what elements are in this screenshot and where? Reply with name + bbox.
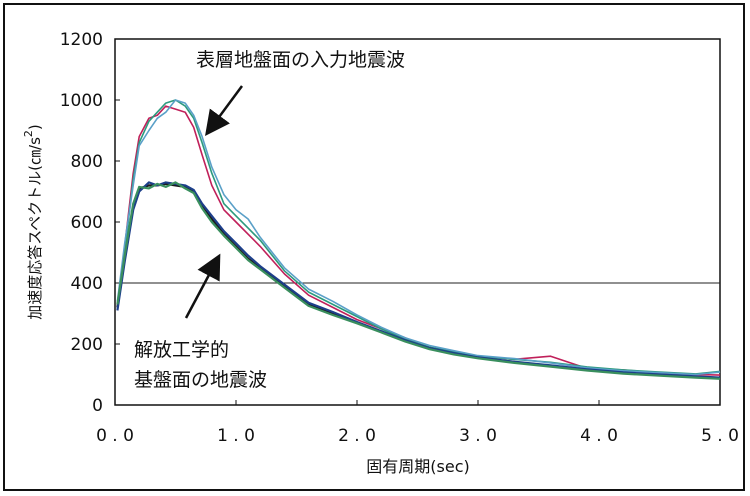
series-group	[116, 99, 721, 380]
annotation-bedrock-line2: 基盤面の地震波	[134, 369, 267, 391]
y-tick-label: 600	[71, 213, 103, 233]
y-tick-label: 1000	[60, 91, 103, 111]
y-ticks: 0 200 400 600 800 1000 1200	[60, 30, 120, 416]
x-tick-label: 3 . 0	[459, 426, 497, 446]
series-line-surface-2	[116, 99, 721, 375]
y-axis-label: 加速度応答スペクトル(㎝/s2)	[22, 124, 44, 320]
series-line-surface-1	[116, 105, 721, 376]
arrow-to-surface-curves	[205, 85, 244, 137]
y-tick-label: 1200	[60, 30, 103, 50]
series-line-surface-3	[116, 99, 721, 376]
y-tick-label: 800	[71, 152, 103, 172]
y-tick-label: 200	[71, 335, 103, 355]
x-tick-label: 0 . 0	[96, 426, 134, 446]
x-tick-label: 5 . 0	[701, 426, 739, 446]
annotation-bedrock-line1: 解放工学的	[134, 339, 229, 361]
x-axis-label: 固有周期(sec)	[366, 457, 469, 476]
arrow-to-bedrock-curves	[184, 253, 221, 319]
x-tick-label: 2 . 0	[338, 426, 376, 446]
y-tick-label: 400	[71, 274, 103, 294]
y-tick-label: 0	[92, 396, 103, 416]
x-tick-label: 4 . 0	[580, 426, 618, 446]
annotation-surface: 表層地盤面の入力地震波	[196, 49, 405, 71]
series-line-bedrock-6	[116, 181, 721, 380]
x-tick-label: 1 . 0	[217, 426, 255, 446]
x-ticks: 0 . 0 1 . 0 2 . 0 3 . 0 4 . 0 5 . 0	[96, 400, 739, 446]
